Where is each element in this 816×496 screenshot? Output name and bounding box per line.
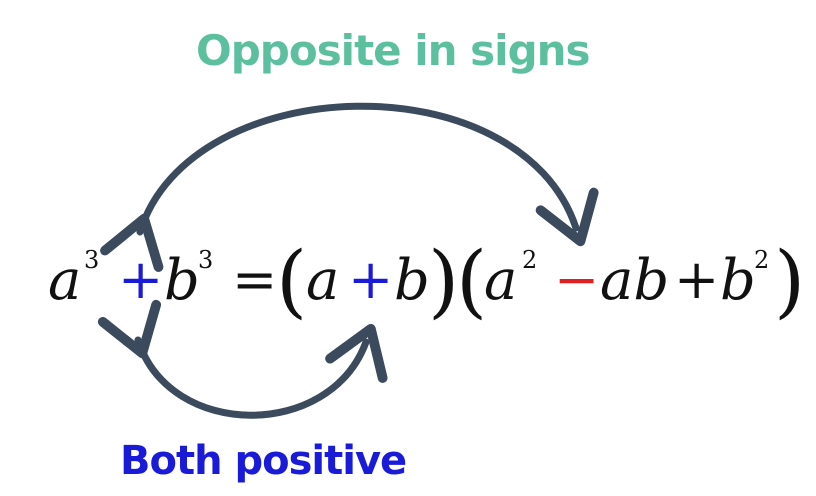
- term-b-factor: b: [394, 248, 430, 313]
- exp-b3: 3: [198, 246, 214, 274]
- term-a-factor: a: [306, 248, 340, 313]
- sum-of-cubes-equation: a 3 + b 3 = ( a + b ) ( a 2 − ab + b 2 ): [0, 234, 816, 338]
- left-paren-2: (: [456, 234, 488, 327]
- plus-sign-right: +: [674, 248, 720, 311]
- term-a: a: [48, 248, 82, 313]
- minus-sign: −: [554, 248, 600, 311]
- right-paren-1: ): [428, 234, 460, 327]
- exp-a3: 3: [84, 246, 100, 274]
- opposite-in-signs-label: Opposite in signs: [196, 26, 591, 75]
- both-positive-label: Both positive: [120, 438, 407, 484]
- term-b: b: [164, 248, 200, 313]
- left-paren-1: (: [276, 234, 308, 327]
- right-paren-2: ): [774, 234, 806, 327]
- exp-b2: 2: [754, 246, 770, 274]
- bottom-arc-arrow: [97, 299, 388, 419]
- term-b2: b: [720, 248, 756, 313]
- plus-sign-left: +: [118, 248, 164, 311]
- top-arc-arrow: [100, 102, 599, 272]
- term-a2: a: [484, 248, 518, 313]
- plus-sign-factor: +: [348, 248, 394, 311]
- term-ab: ab: [600, 248, 670, 313]
- exp-a2: 2: [522, 246, 538, 274]
- equals-sign: =: [232, 248, 278, 311]
